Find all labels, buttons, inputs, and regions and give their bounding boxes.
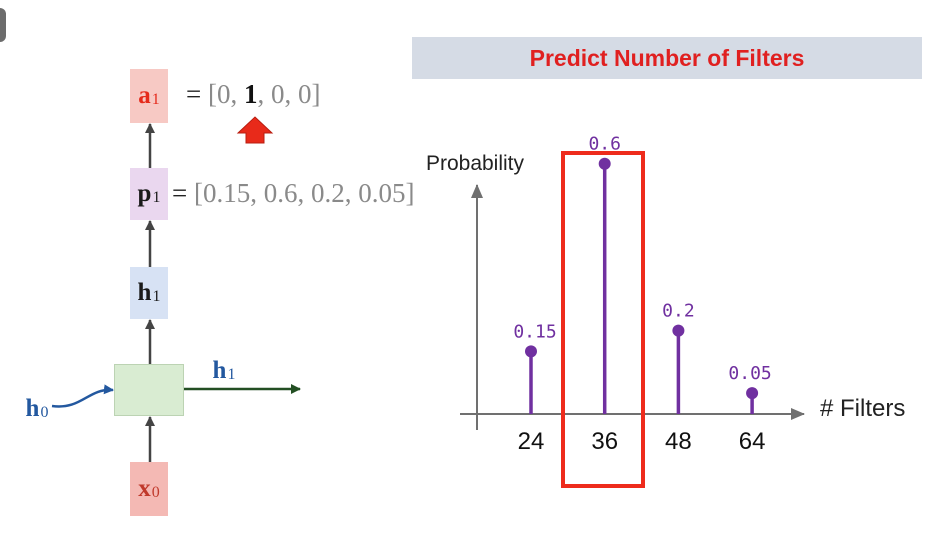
a-vector-open: [ — [207, 79, 217, 109]
x-tick-label-24: 24 — [518, 428, 545, 455]
stem-marker-36 — [598, 157, 611, 170]
page-title: Predict Number of Filters — [529, 44, 805, 71]
x-tick-label-64: 64 — [739, 428, 766, 455]
h1-symbol: h — [137, 279, 152, 306]
selected-pointer-arrow-icon — [236, 116, 274, 144]
x0-subscript: 0 — [151, 484, 160, 501]
arrow-h0-to-cell — [51, 384, 114, 408]
a1-symbol: a — [138, 82, 151, 109]
value-label-48: 0.2 — [662, 301, 695, 322]
p-vector-item: 0.6 — [263, 178, 298, 208]
stem-marker-48 — [672, 324, 685, 337]
a1-subscript: 1 — [151, 91, 160, 108]
a-vector-equals: = — [186, 79, 202, 109]
stem-series: 0.15 24 0.6 36 0.2 48 0.05 64 — [513, 134, 771, 455]
p-vector: = [0.15, 0.6, 0.2, 0.05] — [172, 178, 415, 208]
p-vector-equals: = — [172, 178, 188, 208]
value-label-36: 0.6 — [588, 134, 621, 155]
p-vector-item: 0.2 — [310, 178, 345, 208]
value-label-64: 0.05 — [728, 363, 771, 384]
corner-tab — [0, 8, 6, 42]
h0-subscript: 0 — [40, 404, 49, 421]
a-vector-item: 0 — [297, 79, 312, 109]
a-vector: = [0, 1, 0, 0] — [186, 79, 321, 109]
a-vector-item-selected: 1 — [243, 79, 258, 109]
x-axis-label: # Filters — [820, 395, 905, 422]
p1-subscript: 1 — [152, 189, 161, 206]
x-tick-label-36: 36 — [591, 428, 618, 455]
p1-symbol: p — [137, 180, 152, 207]
title-bar: Predict Number of Filters — [412, 37, 922, 79]
p-vector-item: 0.15 — [202, 178, 251, 208]
a-vector-item: 0 — [216, 79, 231, 109]
y-axis-label: Probability — [426, 152, 525, 175]
stem-marker-64 — [746, 387, 759, 400]
rnn-cell — [114, 364, 184, 416]
stem-marker-24 — [525, 345, 537, 358]
a-vector-close: ] — [311, 79, 321, 109]
h1-label-symbol: h — [212, 357, 227, 384]
h0-symbol: h — [25, 395, 40, 422]
p-vector-close: ] — [405, 178, 415, 208]
value-label-24: 0.15 — [513, 321, 556, 342]
selected-option-highlight — [561, 151, 645, 488]
x-tick-label-48: 48 — [665, 428, 692, 455]
p-vector-item: 0.05 — [358, 178, 406, 208]
p-vector-open: [ — [193, 178, 203, 208]
h1-subscript: 1 — [152, 288, 161, 305]
h1-label-subscript: 1 — [227, 366, 236, 383]
a-vector-item: 0 — [270, 79, 285, 109]
x0-symbol: x — [138, 475, 151, 502]
